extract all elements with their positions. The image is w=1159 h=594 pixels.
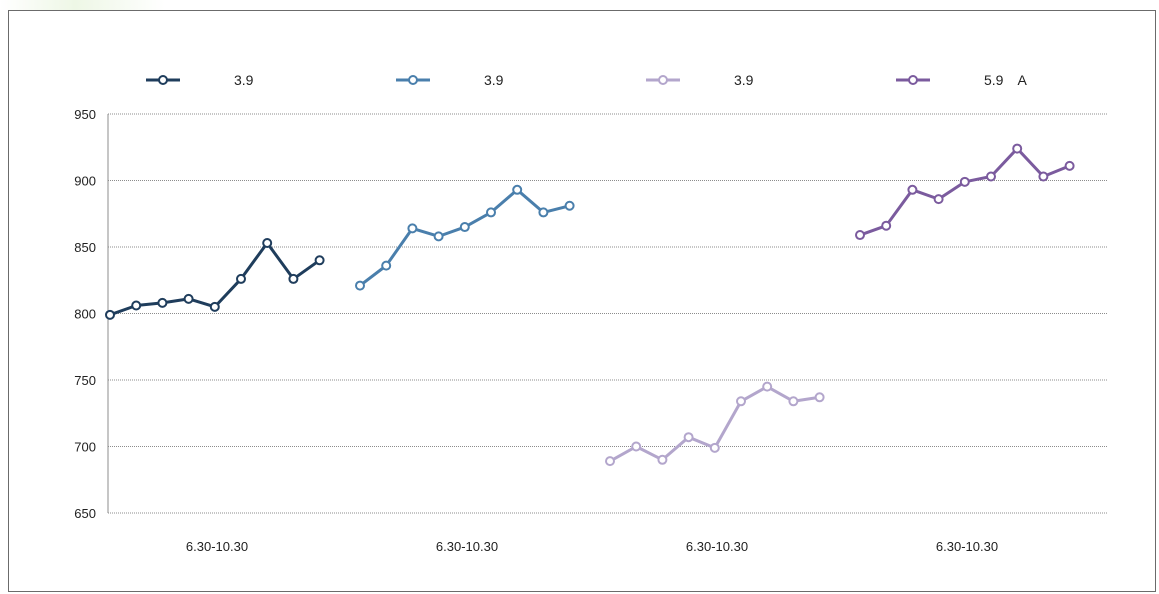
series-lines xyxy=(105,143,1075,467)
y-tick-label: 800 xyxy=(74,307,96,322)
data-point xyxy=(762,381,773,392)
data-point xyxy=(1064,160,1075,171)
y-tick-label: 650 xyxy=(74,506,96,521)
data-point xyxy=(538,207,549,218)
data-point xyxy=(657,454,668,465)
data-point xyxy=(631,441,642,452)
data-point xyxy=(1012,143,1023,154)
legend-item: 3.9 xyxy=(396,72,504,88)
series-3 xyxy=(605,381,825,467)
data-point xyxy=(605,456,615,467)
data-point xyxy=(986,171,996,182)
x-category-label: 6.30-10.30 xyxy=(436,539,498,554)
data-point xyxy=(564,200,575,211)
data-point xyxy=(314,255,325,266)
data-point xyxy=(459,222,470,233)
series-4 xyxy=(855,143,1075,241)
series-line xyxy=(859,147,1071,237)
data-point xyxy=(907,184,918,195)
data-point xyxy=(959,176,970,187)
corner-decoration xyxy=(0,0,300,10)
series-2 xyxy=(355,184,575,291)
series-1 xyxy=(105,238,325,320)
data-point xyxy=(131,300,142,311)
data-point xyxy=(709,442,720,453)
legend-item: 3.9 xyxy=(146,72,254,88)
data-point xyxy=(105,309,115,320)
legend-item: 3.9 xyxy=(646,72,754,88)
legend: 3.9 3.9 3.9 5.9 A xyxy=(146,72,1027,88)
y-tick-label: 700 xyxy=(74,440,96,455)
data-point xyxy=(512,184,523,195)
data-point xyxy=(788,396,799,407)
data-point xyxy=(933,194,944,205)
data-point xyxy=(183,293,194,304)
data-point xyxy=(486,207,496,218)
y-tick-label: 900 xyxy=(74,174,96,189)
legend-swatch-marker xyxy=(908,75,918,85)
legend-item: 5.9 A xyxy=(896,72,1027,88)
data-point xyxy=(433,231,444,242)
data-point xyxy=(355,280,365,291)
legend-label: 5.9 A xyxy=(984,72,1027,88)
legend-label: 3.9 xyxy=(484,72,504,88)
data-point xyxy=(236,273,246,284)
x-category-label: 6.30-10.30 xyxy=(686,539,748,554)
data-point xyxy=(157,297,168,308)
legend-swatch-marker xyxy=(658,75,668,85)
data-point xyxy=(407,223,418,234)
y-tick-label: 950 xyxy=(74,107,96,122)
data-point xyxy=(262,238,273,249)
y-tick-label: 850 xyxy=(74,240,96,255)
legend-swatch-marker xyxy=(158,75,168,85)
data-point xyxy=(209,301,220,312)
y-axis: 950 900 850 800 750 700 650 xyxy=(74,107,109,521)
x-axis: 6.30-10.30 6.30-10.30 6.30-10.30 6.30-10.30 xyxy=(186,539,998,554)
y-tick-label: 750 xyxy=(74,373,96,388)
data-point xyxy=(288,273,299,284)
legend-swatch-marker xyxy=(408,75,418,85)
legend-label: 3.9 xyxy=(234,72,254,88)
data-point xyxy=(1038,171,1049,182)
data-point xyxy=(881,220,892,231)
series-line xyxy=(359,188,570,287)
x-category-label: 6.30-10.30 xyxy=(936,539,998,554)
legend-label: 3.9 xyxy=(734,72,754,88)
data-point xyxy=(683,432,694,443)
data-point xyxy=(736,396,746,407)
gridlines xyxy=(108,113,1108,514)
data-point xyxy=(855,230,865,241)
x-category-label: 6.30-10.30 xyxy=(186,539,248,554)
data-point xyxy=(814,392,825,403)
data-point xyxy=(381,260,392,271)
